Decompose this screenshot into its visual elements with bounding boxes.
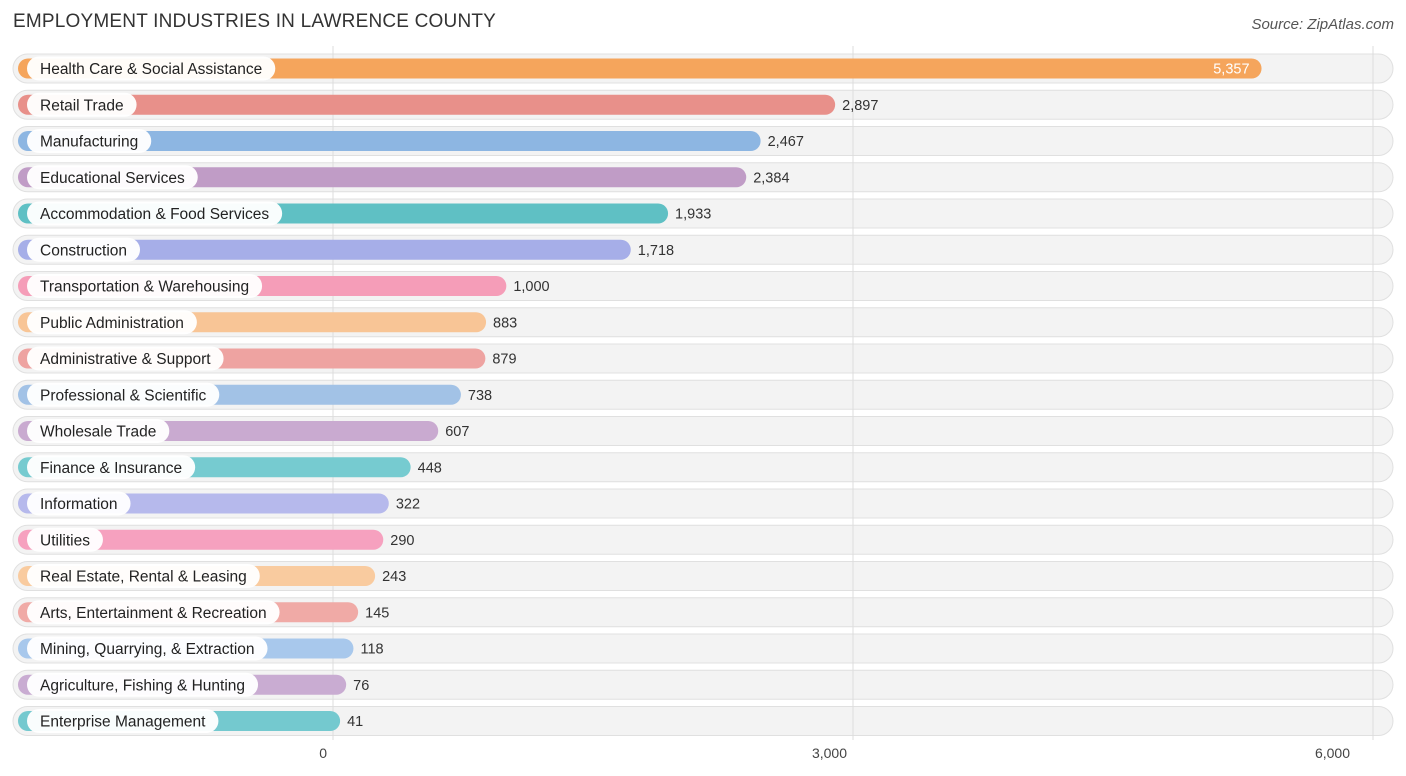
- value-label: 2,897: [842, 98, 878, 114]
- bar: [18, 94, 836, 115]
- chart-source: Source: ZipAtlas.com: [1251, 16, 1394, 33]
- category-label: Administrative & Support: [40, 351, 211, 368]
- category-label-pill: [27, 527, 103, 552]
- category-label: Utilities: [40, 532, 90, 549]
- x-tick-label: 0: [319, 745, 327, 761]
- bar: [18, 58, 1262, 79]
- value-label: 448: [418, 460, 442, 476]
- value-label: 41: [347, 714, 363, 730]
- value-label: 883: [493, 315, 517, 331]
- row-background: [12, 597, 1394, 628]
- value-label: 2,384: [753, 170, 789, 186]
- value-label: 322: [396, 497, 420, 513]
- value-label: 145: [365, 605, 389, 621]
- category-label: Accommodation & Food Services: [40, 206, 269, 223]
- category-label: Arts, Entertainment & Recreation: [40, 605, 267, 622]
- row-background: [12, 706, 1394, 736]
- category-label: Agriculture, Fishing & Hunting: [40, 677, 245, 694]
- value-label: 118: [360, 642, 383, 658]
- bar: [18, 167, 747, 188]
- category-label: Health Care & Social Assistance: [40, 61, 262, 78]
- x-tick-label: 3,000: [812, 745, 847, 761]
- value-label: 2,467: [768, 134, 804, 150]
- category-label-pill: [27, 129, 152, 153]
- category-label: Information: [40, 496, 118, 513]
- category-label-pill: [27, 201, 283, 226]
- category-label-pill: [27, 237, 141, 262]
- bar: [18, 131, 761, 151]
- value-label: 607: [445, 424, 469, 440]
- category-label: Educational Services: [40, 170, 185, 187]
- value-label: 243: [382, 569, 406, 585]
- category-label-pill: [27, 56, 276, 81]
- category-label: Manufacturing: [40, 134, 138, 151]
- category-label: Mining, Quarrying, & Extraction: [40, 641, 255, 658]
- value-label: 738: [468, 388, 492, 404]
- category-label: Enterprise Management: [40, 714, 206, 731]
- category-label-pill: [27, 672, 259, 697]
- category-label: Retail Trade: [40, 97, 124, 114]
- category-label: Public Administration: [40, 315, 184, 332]
- value-label: 1,933: [675, 207, 711, 223]
- category-label-pill: [27, 455, 196, 480]
- category-label-pill: [27, 92, 137, 117]
- category-label-pill: [27, 419, 170, 443]
- category-label-pill: [27, 382, 220, 407]
- chart-title: EMPLOYMENT INDUSTRIES IN LAWRENCE COUNTY: [13, 11, 497, 32]
- value-label: 1,000: [513, 279, 549, 295]
- category-label: Transportation & Warehousing: [40, 279, 249, 296]
- bar: [18, 239, 631, 260]
- category-label: Professional & Scientific: [40, 387, 207, 404]
- category-label: Wholesale Trade: [40, 424, 156, 441]
- category-label: Construction: [40, 242, 127, 259]
- value-label: 879: [492, 352, 516, 368]
- category-label-pill: [27, 636, 268, 661]
- x-tick-label: 6,000: [1315, 745, 1350, 761]
- category-label-pill: [27, 564, 260, 588]
- category-label-pill: [27, 165, 198, 190]
- value-label: 1,718: [638, 243, 674, 259]
- row-background: [12, 669, 1394, 700]
- value-label: 5,357: [1213, 62, 1249, 78]
- value-label: 290: [390, 533, 414, 549]
- category-label-pill: [27, 310, 197, 335]
- category-label-pill: [27, 346, 224, 371]
- category-label-pill: [27, 600, 280, 625]
- row-background: [12, 633, 1394, 664]
- value-label: 76: [353, 678, 369, 694]
- category-label-pill: [27, 709, 219, 733]
- bar: [18, 529, 384, 550]
- category-label: Real Estate, Rental & Leasing: [40, 569, 247, 586]
- category-label-pill: [27, 491, 131, 516]
- category-label-pill: [27, 274, 263, 298]
- category-label: Finance & Insurance: [40, 460, 182, 477]
